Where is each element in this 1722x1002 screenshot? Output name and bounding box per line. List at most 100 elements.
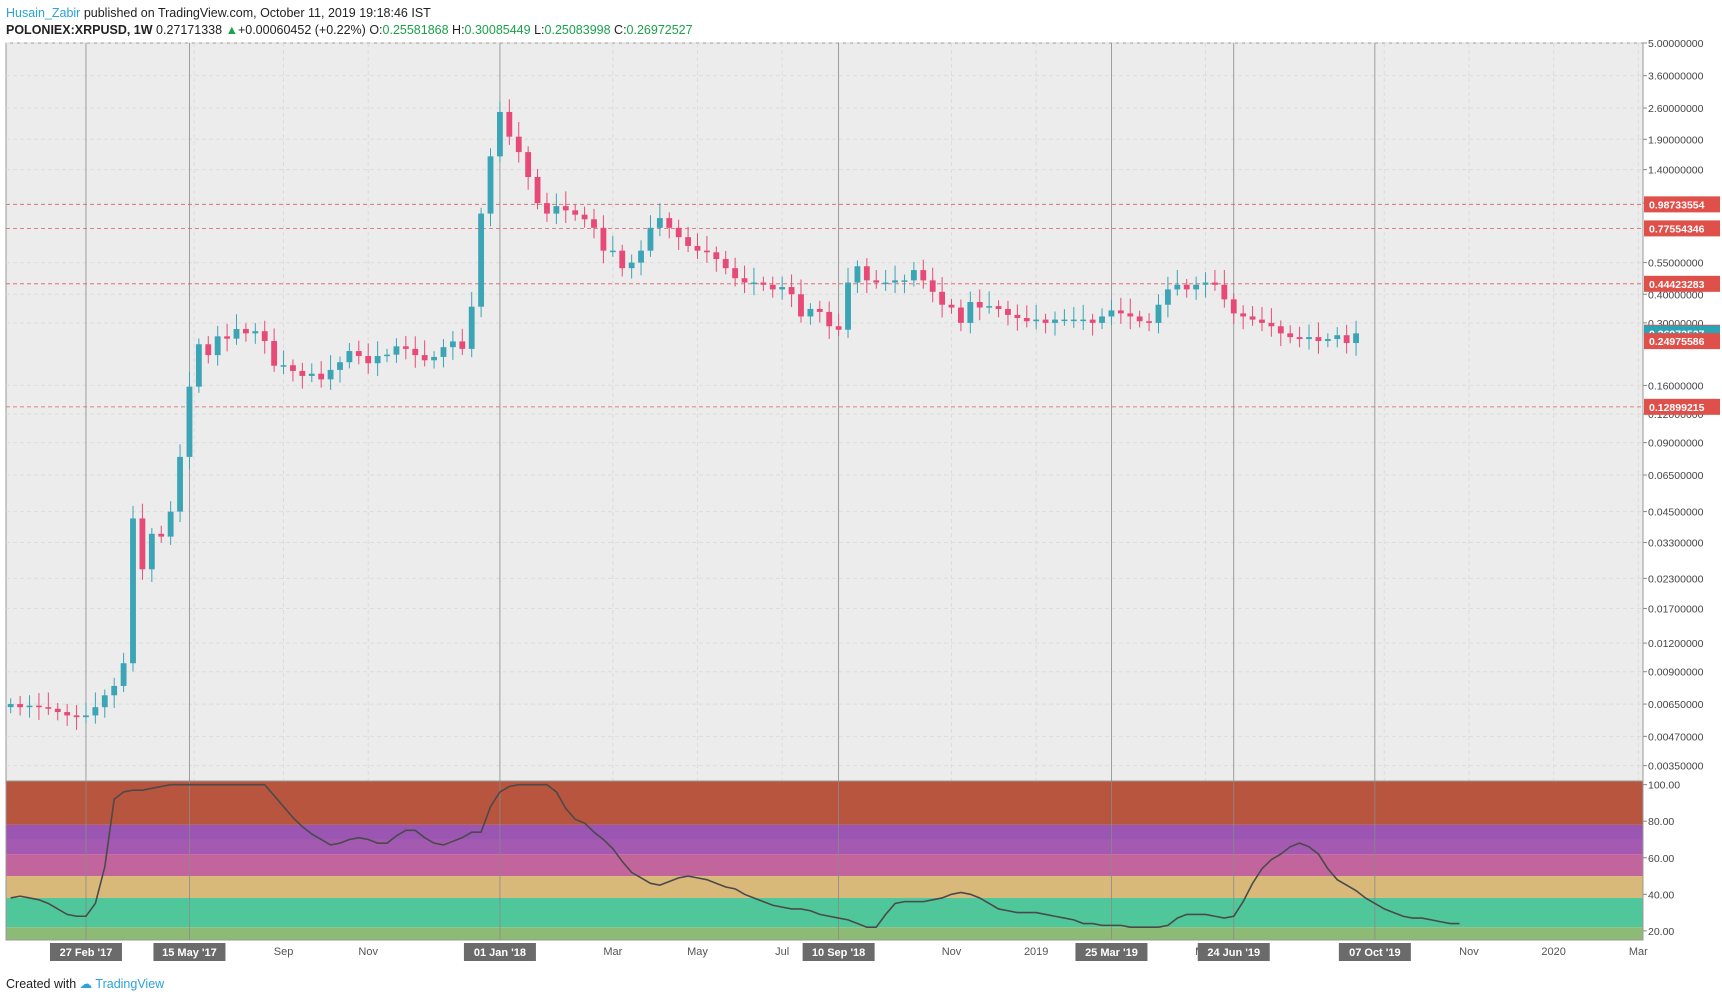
candle-body [1117,310,1124,314]
candle-body [910,270,917,281]
candle-body [958,307,964,323]
level-price-tag-box [1644,275,1720,292]
candle-body [600,227,607,251]
candle-body [685,237,691,246]
candle-body [854,266,861,283]
candle-body [534,177,541,204]
candle-body [1146,321,1152,323]
candle-body [628,262,635,269]
candle-body [1183,284,1190,290]
candle-body [591,219,597,228]
candle-body [355,351,362,357]
oscillator-band [6,824,1643,840]
candle-body [1202,282,1209,285]
date-marker-tag: 10 Sep '18 [812,947,865,959]
last-price: 0.27171338 [156,23,223,37]
candle-body [337,362,343,370]
candle-body [1259,319,1265,323]
candle-body [17,704,24,708]
candle-body [318,373,325,380]
candle-body [807,308,814,317]
candle-body [1174,284,1181,290]
candle-body [36,705,42,708]
current-price-tag: 0.24975586 [1649,336,1705,348]
candle-body [929,280,936,292]
candle-body [515,136,522,153]
candle-body [788,287,795,295]
candle-body [1306,337,1312,340]
candle-body [1221,284,1228,300]
candle-body [365,356,372,364]
author-link[interactable]: Husain_Zabir [6,6,81,20]
candle-body [816,308,823,312]
candle-body [271,341,278,366]
date-marker-tag-box [1197,943,1270,961]
price-axis-label: 0.02300000 [1648,573,1704,585]
footer: Created with ☁ TradingView [6,976,164,991]
low-value: 0.25083998 [544,23,611,37]
candle-body [252,331,259,334]
candle-body [826,311,833,327]
candle-body [1052,319,1058,323]
tradingview-logo-icon: ☁ [79,977,93,991]
price-axis-label: 0.01200000 [1648,638,1704,650]
candle-body [280,365,287,367]
candle-body [638,250,644,263]
level-price-tag: 0.44423283 [1649,279,1705,291]
candle-body [1296,337,1303,340]
current-price-tag-box [1644,333,1720,350]
tradingview-link[interactable]: TradingView [95,977,165,991]
candle-body [1136,316,1143,322]
level-price-tag: 0.12899215 [1649,402,1705,414]
time-axis-label: Nov [1459,946,1479,958]
candle-body [892,280,898,283]
candle-body [83,715,89,718]
candle-body [139,518,146,570]
candle-body [1324,339,1331,342]
candle-body [497,111,503,157]
candle-body [158,533,165,537]
oscillator-band [6,927,1643,940]
level-price-tag: 0.77554346 [1649,223,1705,235]
price-axis-label: 0.55000000 [1648,258,1704,270]
candle-body [92,707,99,716]
candle-body [1108,310,1115,317]
candle-body [177,456,183,512]
candle-body [713,252,720,260]
candle-body [882,282,889,285]
level-price-tag-box [1644,220,1720,237]
oscillator-axis-label: 80.00 [1648,816,1674,828]
candle-body [1334,335,1341,340]
price-axis-label: 0.16000000 [1648,380,1704,392]
chart-canvas[interactable]: 5.00000000 3.60000000 2.60000000 1.90000000… [0,0,1722,970]
candle-body [1023,318,1030,322]
date-marker-tag: 24 Jun '19 [1207,947,1260,959]
date-marker-tag: 01 Jan '18 [474,947,526,959]
candle-body [290,365,296,371]
price-axis-label: 0.01700000 [1648,603,1704,615]
candle-body [967,302,974,323]
date-marker-tag: 25 Mar '19 [1085,947,1138,959]
candle-body [779,287,786,290]
price-axis-label: 0.00650000 [1648,699,1704,711]
candle-body [299,370,306,376]
candle-body [1070,319,1077,322]
oscillator-axis-label: 60.00 [1648,853,1674,865]
level-price-tag: 0.98733554 [1649,199,1705,211]
candle-body [732,268,739,279]
candle-body [920,270,927,281]
candle-body [421,355,428,361]
candle-body [1005,308,1011,315]
candle-body [224,336,231,339]
candle-body [1033,319,1040,322]
candle-body [769,284,776,290]
date-marker-tag: 07 Oct '19 [1349,947,1401,959]
candle-body [440,347,447,357]
candle-body [1249,316,1256,320]
time-axis-label: Mar [1629,946,1648,958]
candle-body [261,331,268,342]
candle-body [619,250,626,269]
date-marker-tag: 15 May '17 [162,947,217,959]
candle-body [1277,326,1284,334]
level-price-tag-box [1644,398,1720,415]
